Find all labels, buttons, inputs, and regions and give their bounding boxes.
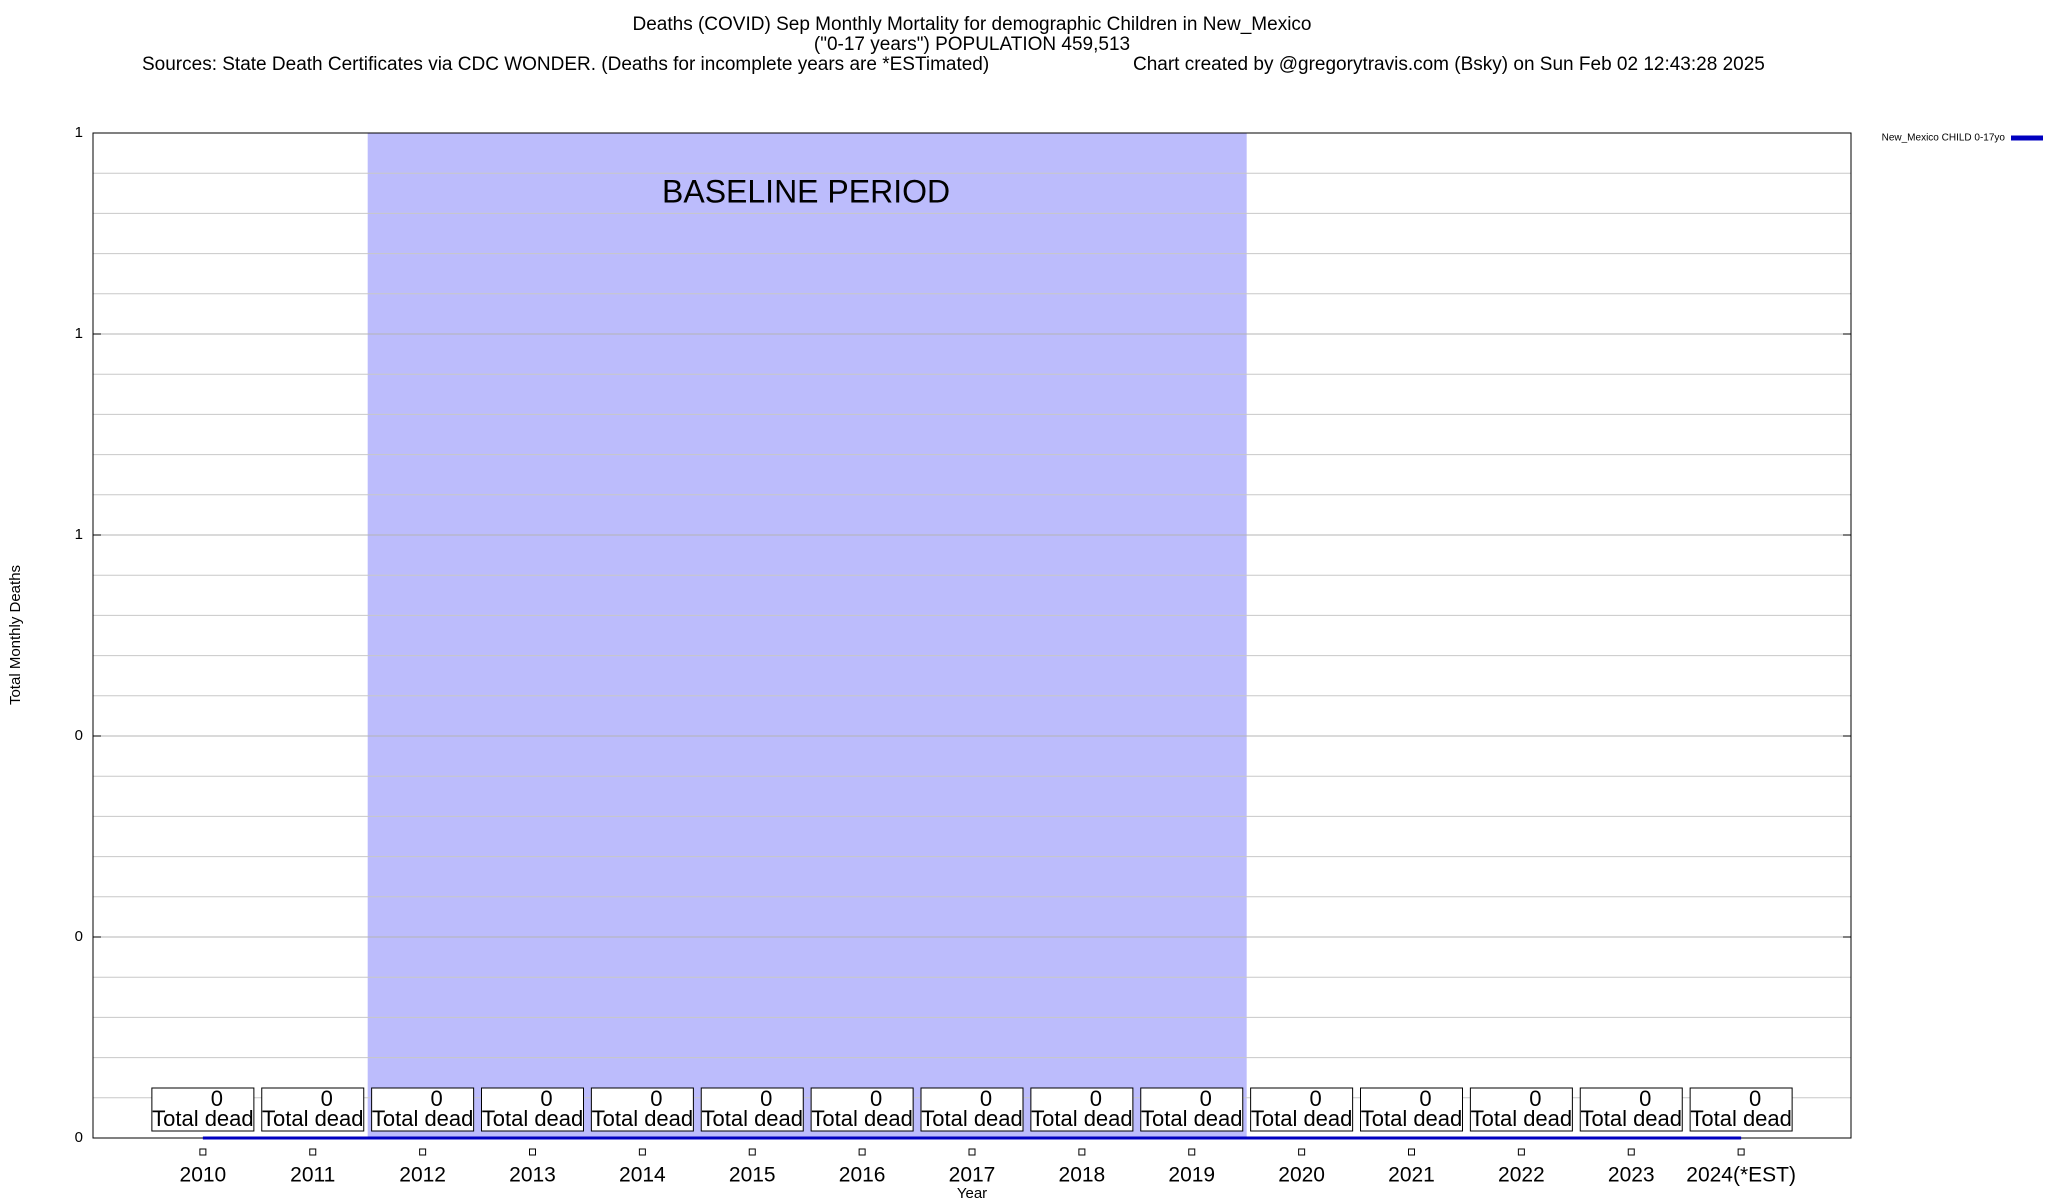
value-label: 0: [1529, 1086, 1541, 1111]
value-label-note: Total dead: [152, 1106, 254, 1131]
value-label: 0: [650, 1086, 662, 1111]
x-tick-label: 2024(*EST): [1686, 1164, 1796, 1187]
x-tick-marker: [1737, 1148, 1745, 1156]
value-label-box: [1250, 1087, 1354, 1132]
x-tick-marker: [1078, 1148, 1086, 1156]
x-tick-label: 2022: [1498, 1164, 1545, 1187]
value-label: 0: [1200, 1086, 1212, 1111]
value-label-note: Total dead: [1251, 1106, 1353, 1131]
value-label: 0: [540, 1086, 552, 1111]
value-label-box: [1140, 1087, 1244, 1132]
baseline-label: BASELINE PERIOD: [662, 173, 950, 209]
value-label-note: Total dead: [592, 1106, 694, 1131]
value-label-note: Total dead: [1141, 1106, 1243, 1131]
value-label-note: Total dead: [1471, 1106, 1573, 1131]
x-tick-marker: [1188, 1148, 1196, 1156]
x-tick-marker: [858, 1148, 866, 1156]
value-label-note: Total dead: [921, 1106, 1023, 1131]
baseline-region: [367, 133, 1247, 1138]
x-tick-marker: [529, 1148, 536, 1156]
value-label: 0: [1639, 1086, 1651, 1111]
value-label-box: [371, 1087, 475, 1132]
value-label-box: [920, 1087, 1024, 1132]
x-tick-label: 2012: [399, 1164, 446, 1187]
value-label-note: Total dead: [262, 1106, 364, 1131]
value-label-box: [1030, 1087, 1134, 1132]
x-tick-marker: [309, 1148, 317, 1156]
value-label-note: Total dead: [811, 1106, 913, 1131]
value-label-note: Total dead: [1031, 1106, 1133, 1131]
legend-label: New_Mexico CHILD 0-17yo: [1882, 133, 2006, 144]
x-tick-label: 2017: [949, 1164, 996, 1187]
x-tick-label: 2020: [1278, 1164, 1325, 1187]
value-label-box: [1579, 1087, 1683, 1132]
y-tick-label: 1: [75, 526, 83, 543]
value-label-note: Total dead: [1690, 1106, 1792, 1131]
value-label: 0: [1090, 1086, 1102, 1111]
x-tick-label: 2010: [180, 1164, 227, 1187]
x-tick-label: 2015: [729, 1164, 776, 1187]
value-label: 0: [431, 1086, 443, 1111]
y-tick-label: 0: [75, 727, 83, 744]
y-tick-label: 1: [75, 325, 83, 342]
x-tick-label: 2019: [1168, 1164, 1215, 1187]
x-tick-marker: [968, 1148, 976, 1156]
x-tick-marker: [199, 1148, 207, 1156]
x-tick-marker: [1298, 1148, 1306, 1156]
value-label-box: [151, 1087, 255, 1132]
x-tick-label: 2011: [290, 1164, 335, 1187]
x-tick-label: 2023: [1608, 1164, 1655, 1187]
x-tick-label: 2021: [1388, 1164, 1435, 1187]
value-label: 0: [760, 1086, 772, 1111]
y-axis-label: Total Monthly Deaths: [7, 565, 24, 705]
value-label-box: [1360, 1087, 1463, 1132]
value-label: 0: [321, 1086, 333, 1111]
value-label-box: [700, 1087, 804, 1132]
value-label-note: Total dead: [482, 1106, 584, 1131]
value-label-box: [261, 1087, 365, 1132]
x-axis-label: Year: [957, 1185, 987, 1200]
y-tick-label: 0: [75, 1129, 83, 1146]
x-tick-marker: [419, 1148, 427, 1156]
value-label: 0: [1749, 1086, 1761, 1111]
value-label: 0: [980, 1086, 992, 1111]
value-label: 0: [1310, 1086, 1322, 1111]
value-label-note: Total dead: [1580, 1106, 1682, 1131]
value-label-note: Total dead: [372, 1106, 474, 1131]
x-tick-marker: [638, 1148, 646, 1156]
value-label-note: Total dead: [1361, 1106, 1463, 1131]
value-label: 0: [870, 1086, 882, 1111]
x-tick-label: 2014: [619, 1164, 666, 1187]
chart-title: Deaths (COVID) Sep Monthly Mortality for…: [633, 14, 1312, 35]
value-label-box: [1689, 1087, 1793, 1132]
credit: Chart created by @gregorytravis.com (Bsk…: [1133, 54, 1765, 75]
y-tick-label: 1: [75, 124, 83, 141]
x-tick-label: 2018: [1059, 1164, 1106, 1187]
value-label: 0: [1419, 1086, 1431, 1111]
x-tick-label: 2013: [509, 1164, 556, 1187]
value-label: 0: [211, 1086, 223, 1111]
value-label-box: [481, 1087, 584, 1132]
x-tick-marker: [748, 1148, 756, 1156]
x-tick-marker: [1517, 1148, 1525, 1156]
value-label-box: [1469, 1087, 1573, 1132]
x-tick-marker: [1408, 1148, 1415, 1156]
x-tick-label: 2016: [839, 1164, 886, 1187]
x-tick-marker: [1627, 1148, 1635, 1156]
chart-subtitle: ("0-17 years") POPULATION 459,513: [814, 34, 1130, 55]
value-label-box: [810, 1087, 914, 1132]
value-label-box: [590, 1087, 694, 1132]
value-label-note: Total dead: [701, 1106, 803, 1131]
sources: Sources: State Death Certificates via CD…: [142, 54, 989, 75]
y-tick-label: 0: [75, 928, 83, 945]
